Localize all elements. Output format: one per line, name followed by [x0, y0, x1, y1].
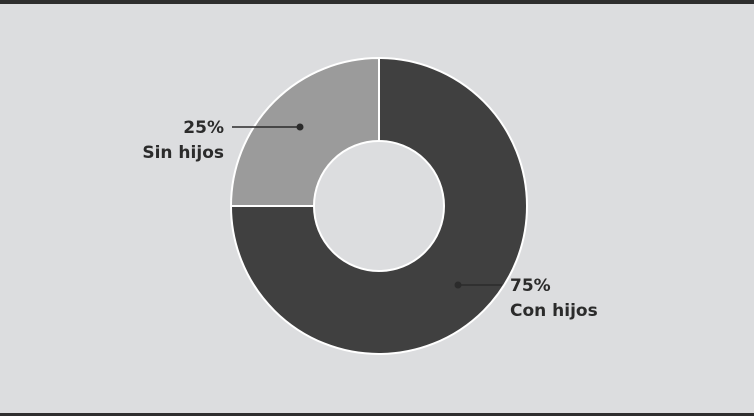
slice-value-sin-hijos: 25%	[183, 118, 224, 138]
slice-label-con-hijos: 75% Con hijos	[454, 276, 598, 321]
leader-dot-sin-hijos	[296, 123, 304, 131]
slice-name-sin-hijos: Sin hijos	[142, 143, 224, 163]
slice-name-con-hijos: Con hijos	[510, 301, 598, 321]
slice-label-sin-hijos: 25% Sin hijos	[142, 118, 304, 163]
leader-dot-con-hijos	[454, 281, 462, 289]
donut-hole	[313, 140, 445, 272]
slice-value-con-hijos: 75%	[510, 276, 551, 296]
